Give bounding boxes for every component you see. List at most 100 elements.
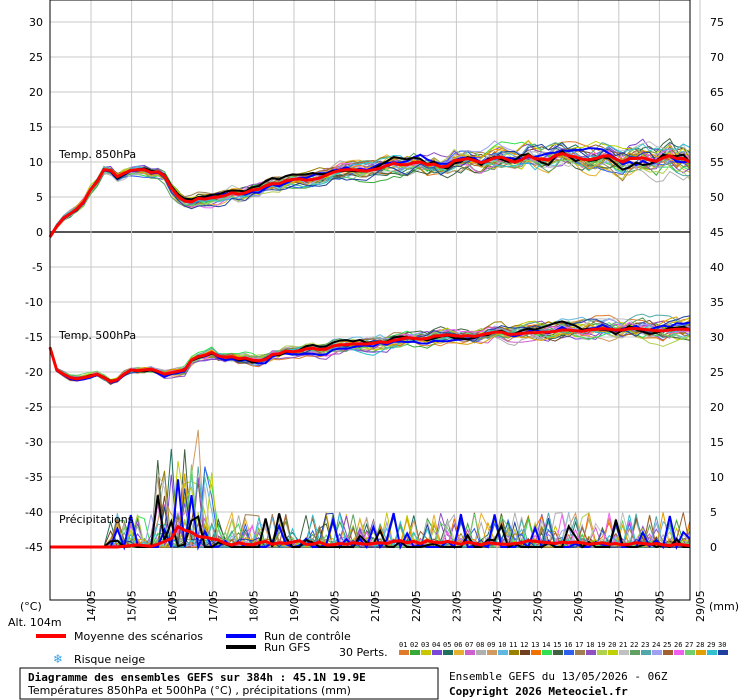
t500-perturbation-line: [49, 327, 691, 384]
pert-legend-swatch: [674, 650, 684, 655]
right-unit-label: (mm): [709, 600, 739, 613]
pert-legend-swatch: [707, 650, 717, 655]
left-tick-label: 5: [36, 191, 43, 204]
right-tick-label: 15: [710, 436, 724, 449]
pert-legend-number: 09: [487, 641, 495, 649]
run-info: Ensemble GEFS du 13/05/2026 - 06Z: [449, 670, 668, 683]
left-tick-label: 25: [29, 51, 43, 64]
right-tick-label: 55: [710, 156, 724, 169]
pert-legend-swatch: [685, 650, 695, 655]
pert-legend-swatch: [586, 650, 596, 655]
right-tick-label: 25: [710, 366, 724, 379]
t500-perturbation-line: [49, 324, 691, 384]
pert-legend-number: 23: [641, 641, 649, 649]
pert-legend-swatch: [443, 650, 453, 655]
pert-legend-number: 02: [410, 641, 418, 649]
pert-legend-swatch: [454, 650, 464, 655]
pert-legend-number: 12: [520, 641, 528, 649]
legend-gfs-label: Run GFS: [264, 641, 310, 654]
pert-legend-swatch: [652, 650, 662, 655]
pert-legend-swatch: [564, 650, 574, 655]
pert-legend-number: 17: [575, 641, 583, 649]
pert-legend-swatch: [696, 650, 706, 655]
pert-legend-swatch: [432, 650, 442, 655]
legend-perts-label: 30 Perts.: [339, 646, 388, 659]
pert-legend-swatch: [531, 650, 541, 655]
left-tick-label: 20: [29, 86, 43, 99]
right-tick-label: 30: [710, 331, 724, 344]
pert-legend-number: 10: [498, 641, 506, 649]
left-tick-label: 0: [36, 226, 43, 239]
x-tick-label: 18/05: [247, 590, 260, 622]
right-tick-label: 20: [710, 401, 724, 414]
left-tick-label: -35: [25, 471, 43, 484]
precip-perturbation-line: [50, 429, 691, 548]
legend-control-label: Run de contrôle: [264, 630, 351, 643]
left-tick-label: 30: [29, 16, 43, 29]
pert-legend-number: 27: [685, 641, 693, 649]
pert-legend-swatch: [509, 650, 519, 655]
t500-mean-line: [48, 327, 690, 384]
pert-legend-number: 04: [432, 641, 440, 649]
pert-legend-number: 05: [443, 641, 451, 649]
x-tick-label: 26/05: [572, 590, 585, 622]
x-tick-label: 25/05: [532, 590, 545, 622]
plot-frame: [49, 0, 691, 601]
pert-legend-swatch: [553, 650, 563, 655]
x-tick-label: 21/05: [369, 590, 382, 622]
t850-mean-line: [48, 152, 691, 238]
left-tick-label: -15: [25, 331, 43, 344]
pert-legend-number: 21: [619, 641, 627, 649]
pert-legend-swatch: [520, 650, 530, 655]
pert-legend-number: 18: [586, 641, 594, 649]
pert-legend-swatch: [399, 650, 409, 655]
pert-legend-number: 06: [454, 641, 462, 649]
right-tick-label: 45: [710, 226, 724, 239]
precip-mean-line: [50, 524, 691, 549]
pert-legend-swatch: [619, 650, 629, 655]
pert-legend-swatch: [575, 650, 585, 655]
pert-legend-number: 29: [707, 641, 715, 649]
left-tick-label: -5: [32, 261, 43, 274]
x-tick-label: 20/05: [329, 590, 342, 622]
pert-legend-number: 26: [674, 641, 682, 649]
pert-legend-swatch: [641, 650, 651, 655]
x-tick-label: 22/05: [410, 590, 423, 622]
t850-perturbation-line: [49, 148, 691, 238]
pert-legend-number: 25: [663, 641, 671, 649]
x-tick-label: 14/05: [85, 590, 98, 622]
left-tick-label: -40: [25, 506, 43, 519]
right-tick-label: 75: [710, 16, 724, 29]
right-tick-label: 5: [710, 506, 717, 519]
pert-legend-number: 22: [630, 641, 638, 649]
panel-label-t500: Temp. 500hPa: [58, 329, 136, 342]
left-tick-label: -20: [25, 366, 43, 379]
pert-legend-swatch: [608, 650, 618, 655]
x-tick-label: 15/05: [126, 590, 139, 622]
left-tick-label: -25: [25, 401, 43, 414]
pert-legend-number: 01: [399, 641, 407, 649]
left-tick-label: 10: [29, 156, 43, 169]
right-tick-label: 60: [710, 121, 724, 134]
pert-legend-number: 19: [597, 641, 605, 649]
t500-perturbation-line: [49, 324, 691, 383]
pert-legend-swatch: [465, 650, 475, 655]
pert-legend-swatch: [421, 650, 431, 655]
altitude-label: Alt. 104m: [8, 616, 62, 629]
x-tick-label: 24/05: [491, 590, 504, 622]
right-tick-label: 40: [710, 261, 724, 274]
x-axis: 14/05 15/05 16/05 17/05 18/05 19/05 20/05 21/05…: [85, 590, 707, 622]
x-tick-label: 27/05: [613, 590, 626, 622]
x-tick-label: 17/05: [207, 590, 220, 622]
pert-legend-swatch: [487, 650, 497, 655]
x-tick-label: 29/05: [694, 590, 707, 622]
t500-perturbation-line: [49, 325, 691, 383]
panel-label-precip: Précipitations: [59, 513, 134, 526]
main-series-lines: [48, 147, 691, 551]
right-tick-label: 0: [710, 541, 717, 554]
right-tick-label: 35: [710, 296, 724, 309]
legend-snow-label: Risque neige: [74, 653, 145, 666]
perturbation-legend: 01 02 03 04 05 06 07 08 09 10 11 12 13 14 15 16 17 18 19 20…: [399, 641, 728, 655]
